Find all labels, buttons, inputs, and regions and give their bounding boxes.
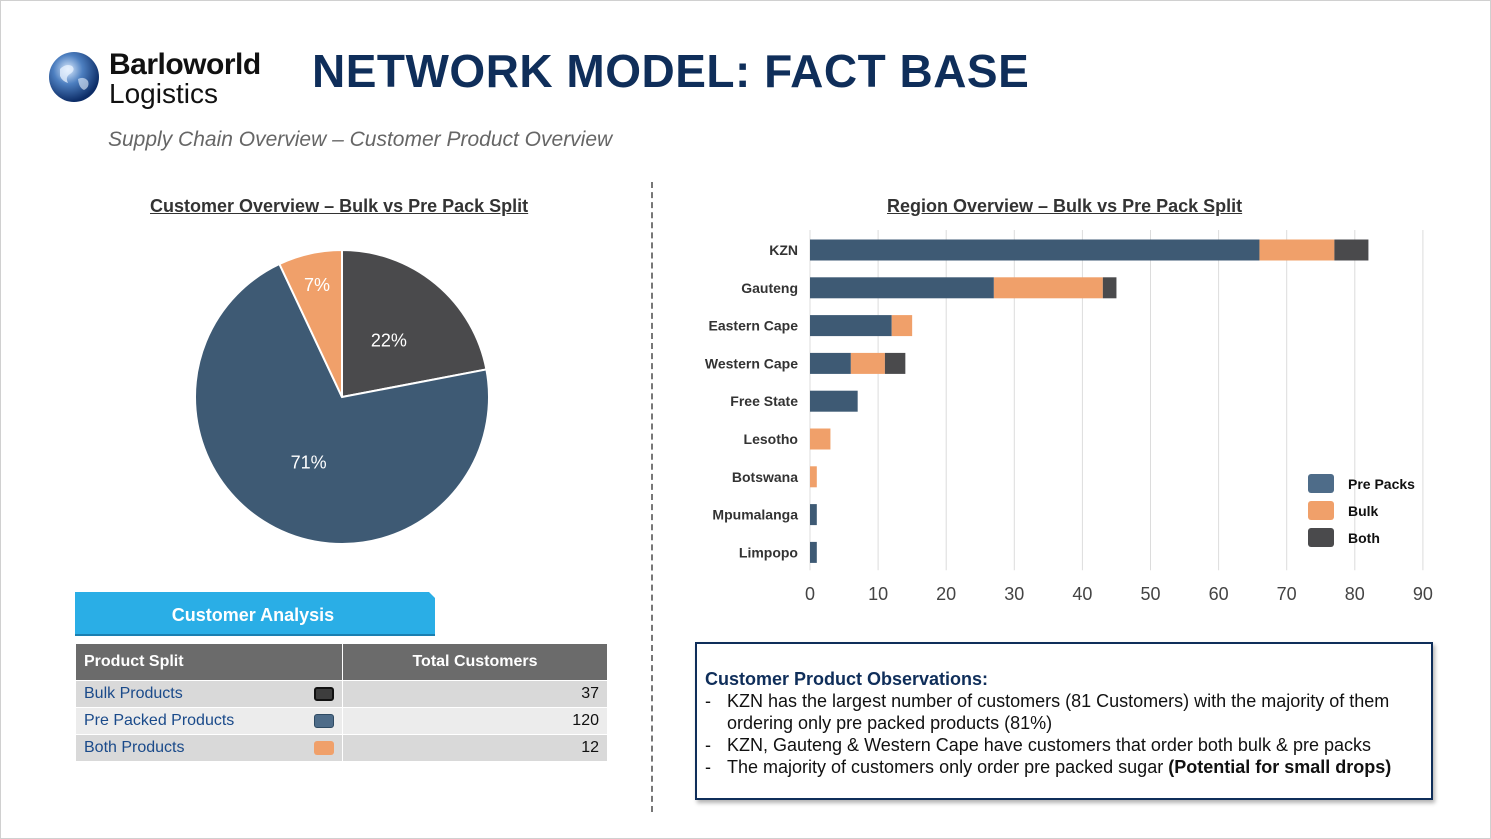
list-item: - KZN has the largest number of customers… xyxy=(705,691,1390,733)
table-row: Both Products 12 xyxy=(75,734,608,762)
bar-segment xyxy=(810,428,831,450)
row-label: Pre Packed Products xyxy=(84,712,235,729)
page-subtitle: Supply Chain Overview – Customer Product… xyxy=(108,128,613,151)
bar-segment xyxy=(810,390,858,412)
y-category-label: Eastern Cape xyxy=(709,318,799,334)
region-bar-chart: 0 10 20 30 40 50 60 70 80 90 KZN Gauteng Eastern Cap… xyxy=(705,230,1433,604)
row-value: 120 xyxy=(342,707,608,735)
brand-logo: Barloworld Logistics xyxy=(48,48,278,109)
col-header-product-split: Product Split xyxy=(75,643,343,681)
bar-segment xyxy=(1259,239,1335,261)
y-category-label: Botswana xyxy=(732,469,798,485)
y-category-label: KZN xyxy=(769,242,798,258)
bar-segment xyxy=(884,352,906,374)
y-category-label: Gauteng xyxy=(741,280,798,296)
bar-segment xyxy=(891,315,913,337)
customer-pie-chart: 22% 71% 7% xyxy=(194,248,490,545)
observations-box: Customer Product Observations: - KZN has … xyxy=(695,642,1433,800)
bar-segment xyxy=(810,541,817,563)
section-divider xyxy=(651,182,653,812)
page-title: NETWORK MODEL: FACT BASE xyxy=(312,45,1030,97)
row-label: Both Products xyxy=(84,739,185,756)
pie-slice xyxy=(341,248,488,399)
y-category-label: Limpopo xyxy=(739,544,798,560)
customer-overview-title: Customer Overview – Bulk vs Pre Pack Spl… xyxy=(150,196,529,216)
x-tick-label: 40 xyxy=(1072,584,1092,604)
bar-segment xyxy=(810,466,817,488)
pie-slice xyxy=(194,262,490,545)
customer-analysis-title: Customer Analysis xyxy=(171,605,335,625)
x-tick-label: 90 xyxy=(1413,584,1433,604)
brand-subname: Logistics xyxy=(109,78,218,109)
x-tick-label: 10 xyxy=(868,584,888,604)
bar-segment xyxy=(1102,277,1117,299)
y-category-label: Lesotho xyxy=(744,431,798,447)
row-value: 37 xyxy=(342,680,608,708)
color-swatch xyxy=(314,741,334,755)
bar-segment xyxy=(993,277,1103,299)
y-category-label: Free State xyxy=(730,393,798,409)
bar-segment xyxy=(810,315,892,337)
pie-slice-label: 7% xyxy=(304,275,330,295)
x-tick-label: 70 xyxy=(1277,584,1297,604)
x-tick-label: 80 xyxy=(1345,584,1365,604)
pie-slice-label: 71% xyxy=(291,452,327,472)
pie-slice-label: 22% xyxy=(371,330,407,350)
row-value: 12 xyxy=(342,734,608,762)
x-tick-label: 0 xyxy=(805,584,815,604)
table-row: Bulk Products 37 xyxy=(75,680,608,708)
color-swatch xyxy=(314,714,334,728)
bar-segment xyxy=(1334,239,1369,261)
bar-segment xyxy=(810,277,994,299)
region-overview-title: Region Overview – Bulk vs Pre Pack Split xyxy=(887,196,1243,216)
row-label: Bulk Products xyxy=(84,685,183,702)
list-item: - The majority of customers only order pr… xyxy=(705,757,1392,777)
observations-heading: Customer Product Observations: xyxy=(705,669,989,689)
globe-icon xyxy=(49,52,99,102)
bar-segment xyxy=(850,352,885,374)
brand-name: Barloworld xyxy=(109,48,261,81)
x-tick-label: 30 xyxy=(1004,584,1024,604)
x-tick-label: 20 xyxy=(936,584,956,604)
pie-slice xyxy=(278,248,343,398)
y-category-label: Western Cape xyxy=(705,355,798,371)
col-header-total-customers: Total Customers xyxy=(342,643,608,681)
customer-analysis-banner xyxy=(75,592,435,636)
bar-segment xyxy=(810,239,1260,261)
color-swatch xyxy=(314,687,334,701)
table-row: Pre Packed Products 120 xyxy=(75,707,608,735)
bar-segment xyxy=(810,504,817,526)
observations-list: - KZN has the largest number of customers… xyxy=(705,690,1423,778)
list-item: - KZN, Gauteng & Western Cape have custom… xyxy=(705,735,1371,755)
y-category-label: Mpumalanga xyxy=(712,507,798,523)
bar-segment xyxy=(810,352,851,374)
customer-analysis-table: Product Split Total Customers Bulk Produ… xyxy=(75,643,608,762)
x-tick-label: 50 xyxy=(1140,584,1160,604)
x-tick-label: 60 xyxy=(1209,584,1229,604)
